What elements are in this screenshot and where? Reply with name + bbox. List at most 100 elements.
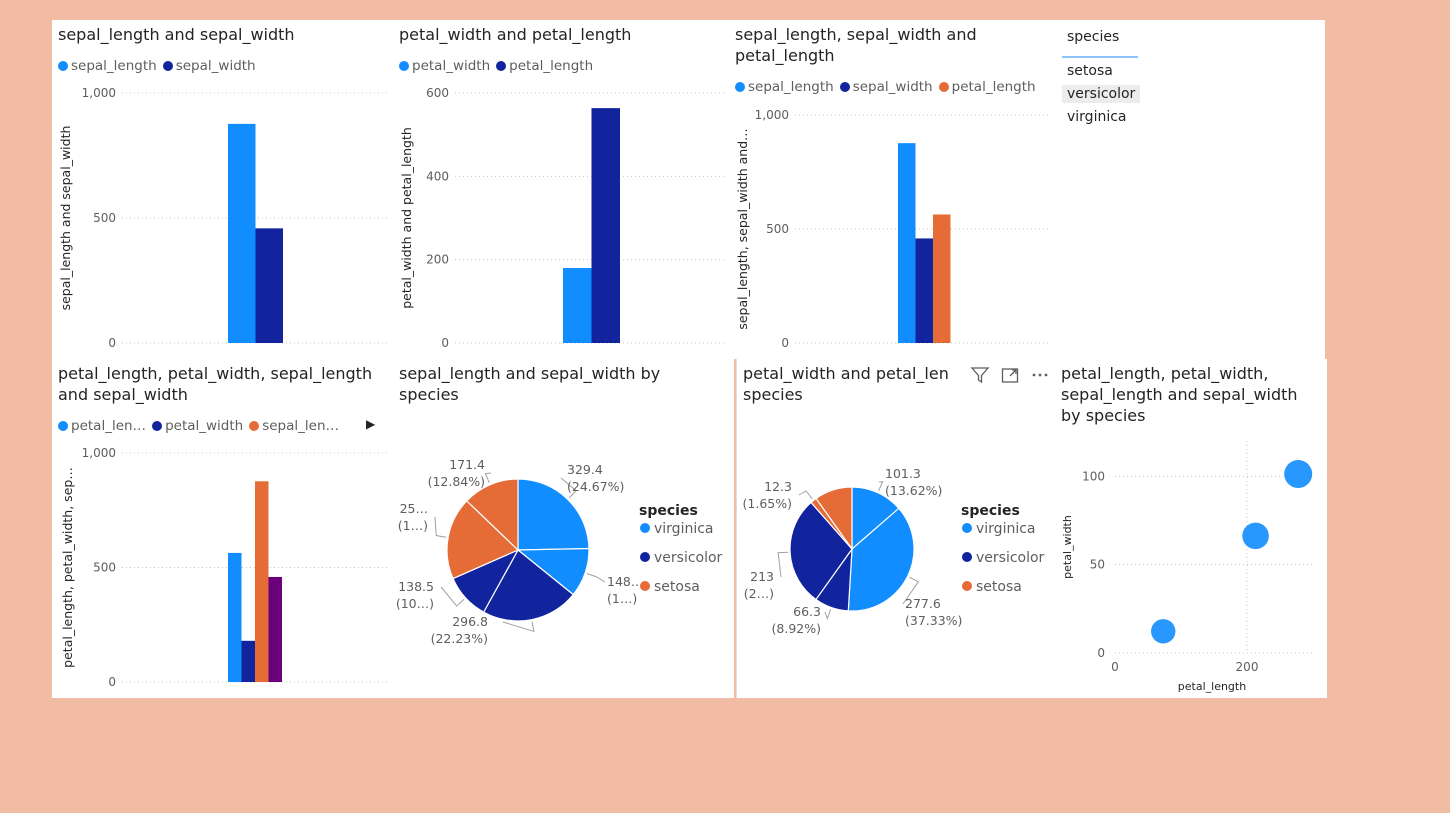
data-label: (1.65%): [743, 496, 792, 511]
data-label: (1…): [398, 518, 428, 533]
visual-header: [960, 365, 1050, 389]
chart-panel-2[interactable]: petal_width and petal_length petal_width…: [393, 20, 729, 359]
bar-chart-petal: 0 200 400 600 petal_width and petal_length: [399, 86, 726, 350]
legend-dot: [58, 421, 68, 431]
legend-label: petal_width: [412, 58, 491, 74]
bar-petal_length: [933, 214, 951, 343]
pie-slice: [847, 507, 915, 612]
y-tick-label: 50: [1090, 558, 1105, 572]
legend-item[interactable]: petal_length: [938, 79, 1036, 95]
legend-label: sepal_len…: [262, 418, 340, 434]
data-label: 277.6: [905, 596, 941, 611]
y-tick-label: 0: [781, 336, 789, 350]
chart-panel-5[interactable]: sepal_length and sepal_width by species …: [393, 359, 734, 698]
legend-dot: [640, 523, 650, 533]
chart-title-line: sepal_length and sepal_width: [1061, 385, 1298, 404]
data-label: (10…): [396, 596, 434, 611]
legend-item[interactable]: sepal_length: [58, 58, 157, 74]
y-tick-label: 500: [766, 222, 789, 236]
leader-line: [502, 621, 535, 633]
legend-item[interactable]: sepal_width: [162, 58, 256, 74]
data-label: (1…): [607, 591, 637, 606]
legend-dot: [640, 581, 650, 591]
data-label: (8.92%): [772, 621, 821, 636]
pie-slice: [851, 486, 900, 551]
scatter-chart: 0 50 100 0 200 petal_length petal_width: [1061, 441, 1313, 693]
legend-item[interactable]: sepal_length: [735, 79, 834, 95]
legend-title: species: [961, 503, 1020, 519]
chart-panel-6[interactable]: petal_width and petal_len species 101.3 (…: [736, 359, 1056, 698]
leader-line: [777, 551, 789, 578]
legend-label: sepal_width: [852, 79, 933, 95]
y-tick-label: 1,000: [82, 446, 116, 460]
pie-slice: [815, 486, 853, 551]
bar-petal_length: [228, 552, 242, 682]
slicer-item-setosa[interactable]: setosa: [1067, 63, 1113, 79]
chart-title-line: petal_length: [735, 46, 835, 65]
data-label: (22.23%): [431, 631, 488, 646]
legend-item[interactable]: sepal_width: [839, 79, 933, 95]
data-label: 12.3: [764, 479, 792, 494]
slicer-item-virginica[interactable]: virginica: [1067, 109, 1127, 125]
legend-item[interactable]: petal_width: [399, 58, 490, 74]
leader-line: [434, 516, 447, 538]
species-slicer[interactable]: species setosa versicolor virginica: [1055, 20, 1325, 359]
bubble-point: [1151, 619, 1176, 644]
chart-title-line: by species: [1061, 406, 1146, 425]
chart-legend: petal_width petal_length: [399, 58, 599, 74]
chart-title-line: sepal_length and sepal_width by: [399, 364, 661, 383]
more-options-icon[interactable]: [1030, 365, 1050, 389]
legend-item[interactable]: sepal_len…: [249, 418, 339, 434]
data-label: 148…: [607, 574, 643, 589]
legend-next-arrow-icon[interactable]: ▶: [366, 417, 376, 431]
legend-item[interactable]: petal_length: [496, 58, 593, 74]
legend-label: petal_width: [165, 418, 244, 434]
bar-chart-three: 0 500 1,000 sepal_length, sepal_width and…: [735, 108, 1051, 350]
legend-dot: [152, 421, 163, 431]
chart-title-line: petal_length, petal_width, sepal_length: [58, 364, 373, 383]
data-label: 171.4: [449, 457, 485, 472]
bar-petal_width: [563, 268, 592, 343]
pie-chart-sepal: 329.4 (24.67%) 148… (1…) 296.8 (22.23%) 138.5 (…: [396, 457, 723, 646]
legend-label: petal_len…: [71, 418, 147, 434]
filter-icon[interactable]: [970, 365, 990, 389]
chart-title: sepal_length and sepal_width by species: [399, 363, 728, 405]
bubble-point: [1284, 460, 1313, 489]
y-tick-label: 500: [93, 211, 116, 225]
chart-title: petal_length, petal_width, sepal_length …: [1061, 363, 1321, 426]
leader-line: [824, 609, 832, 621]
chart-panel-1[interactable]: sepal_length and sepal_width sepal_lengt…: [52, 20, 393, 359]
chart-legend: sepal_length sepal_width petal_length: [735, 79, 1042, 95]
y-axis-title: petal_width: [1061, 515, 1074, 579]
legend-label: setosa: [976, 579, 1022, 595]
chart-title: petal_width and petal_length: [399, 25, 632, 44]
y-tick-label: 400: [426, 169, 449, 183]
leader-line: [586, 573, 606, 583]
chart-panel-4[interactable]: petal_length, petal_width, sepal_length …: [52, 359, 393, 698]
legend-item[interactable]: petal_len…: [58, 418, 146, 434]
leader-line: [878, 481, 884, 491]
chart-panel-3[interactable]: sepal_length, sepal_width and petal_leng…: [729, 20, 1055, 359]
chart-title: sepal_length, sepal_width and petal_leng…: [735, 24, 1049, 66]
legend-label: virginica: [654, 521, 714, 537]
leader-line: [798, 490, 813, 500]
legend-item[interactable]: petal_width: [152, 418, 243, 434]
legend-dot: [839, 82, 850, 92]
chart-legend: petal_len… petal_width sepal_len…: [58, 418, 345, 434]
y-tick-label: 200: [426, 253, 449, 267]
y-tick-label: 0: [441, 336, 449, 350]
legend-dot: [399, 61, 409, 71]
pie-slice: [482, 549, 575, 622]
chart-title-line: sepal_length, sepal_width and: [735, 25, 977, 44]
legend-label: versicolor: [654, 550, 723, 566]
y-tick-label: 0: [1097, 646, 1105, 660]
chart-panel-7[interactable]: petal_length, petal_width, sepal_length …: [1055, 359, 1327, 698]
bar-sepal_length: [255, 481, 269, 682]
focus-mode-icon[interactable]: [1000, 365, 1020, 389]
slicer-item-versicolor[interactable]: versicolor: [1062, 85, 1141, 103]
pie-slice: [789, 501, 853, 601]
y-tick-label: 500: [93, 561, 116, 575]
y-axis-title: petal_width and petal_length: [399, 127, 414, 309]
y-tick-label: 600: [426, 86, 449, 100]
y-tick-label: 0: [108, 336, 116, 350]
